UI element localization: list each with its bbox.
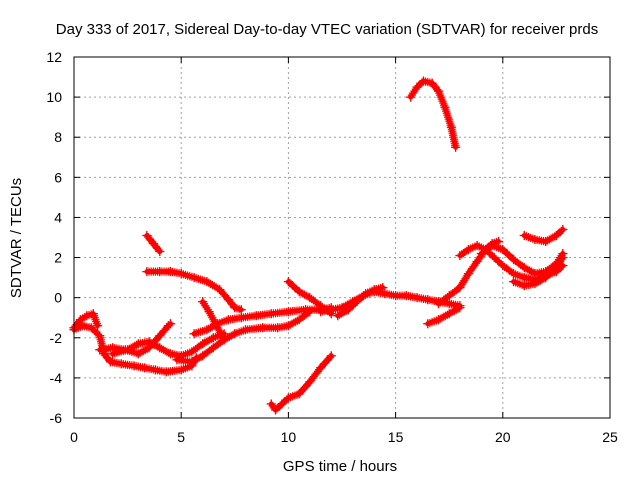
x-tick-label: 25 [602, 429, 618, 445]
series-arc-5 [142, 230, 165, 257]
series-markers [423, 303, 465, 328]
x-tick-label: 5 [177, 429, 185, 445]
x-tick-label: 10 [281, 429, 297, 445]
series-arc-15 [423, 303, 465, 329]
series-markers [172, 307, 314, 366]
series-markers [267, 351, 336, 415]
y-tick-label: 10 [46, 89, 62, 105]
x-tick-label: 0 [70, 429, 78, 445]
series-markers [142, 267, 246, 314]
axis-ticks: 0 5 10 15 20 25 -6 -4 -2 0 2 4 6 8 10 12 [46, 49, 618, 445]
y-tick-label: 2 [54, 250, 62, 266]
y-axis-label: SDTVAR / TECUs [8, 178, 25, 298]
series-markers [333, 283, 387, 320]
y-tick-label: -4 [50, 370, 63, 386]
series-markers [108, 329, 229, 360]
series-markers [406, 76, 460, 152]
series-arc-14 [406, 76, 461, 152]
x-axis-label: GPS time / hours [283, 458, 397, 475]
series-markers [509, 253, 567, 290]
series-arc-13 [333, 283, 388, 321]
series-arc-9 [172, 307, 315, 367]
y-tick-label: 0 [54, 290, 62, 306]
y-tick-label: 12 [46, 49, 62, 65]
y-tick-label: 8 [54, 129, 62, 145]
series-arc-4 [107, 329, 229, 361]
chart-title: Day 333 of 2017, Sidereal Day-to-day VTE… [56, 21, 598, 38]
y-tick-label: -6 [50, 410, 63, 426]
plot-frame [73, 56, 611, 419]
x-tick-label: 20 [495, 429, 511, 445]
series-arc-6 [142, 266, 246, 315]
y-tick-label: 6 [54, 169, 62, 185]
x-tick-label: 15 [388, 429, 404, 445]
series-arc-20 [519, 224, 568, 247]
series-markers [142, 231, 164, 256]
series-markers [520, 225, 567, 246]
series-arc-19 [508, 252, 568, 291]
grid [74, 57, 610, 418]
data-series [69, 76, 568, 415]
y-tick-label: -2 [50, 330, 63, 346]
y-tick-label: 4 [54, 209, 62, 225]
series-arc-10 [266, 351, 336, 415]
